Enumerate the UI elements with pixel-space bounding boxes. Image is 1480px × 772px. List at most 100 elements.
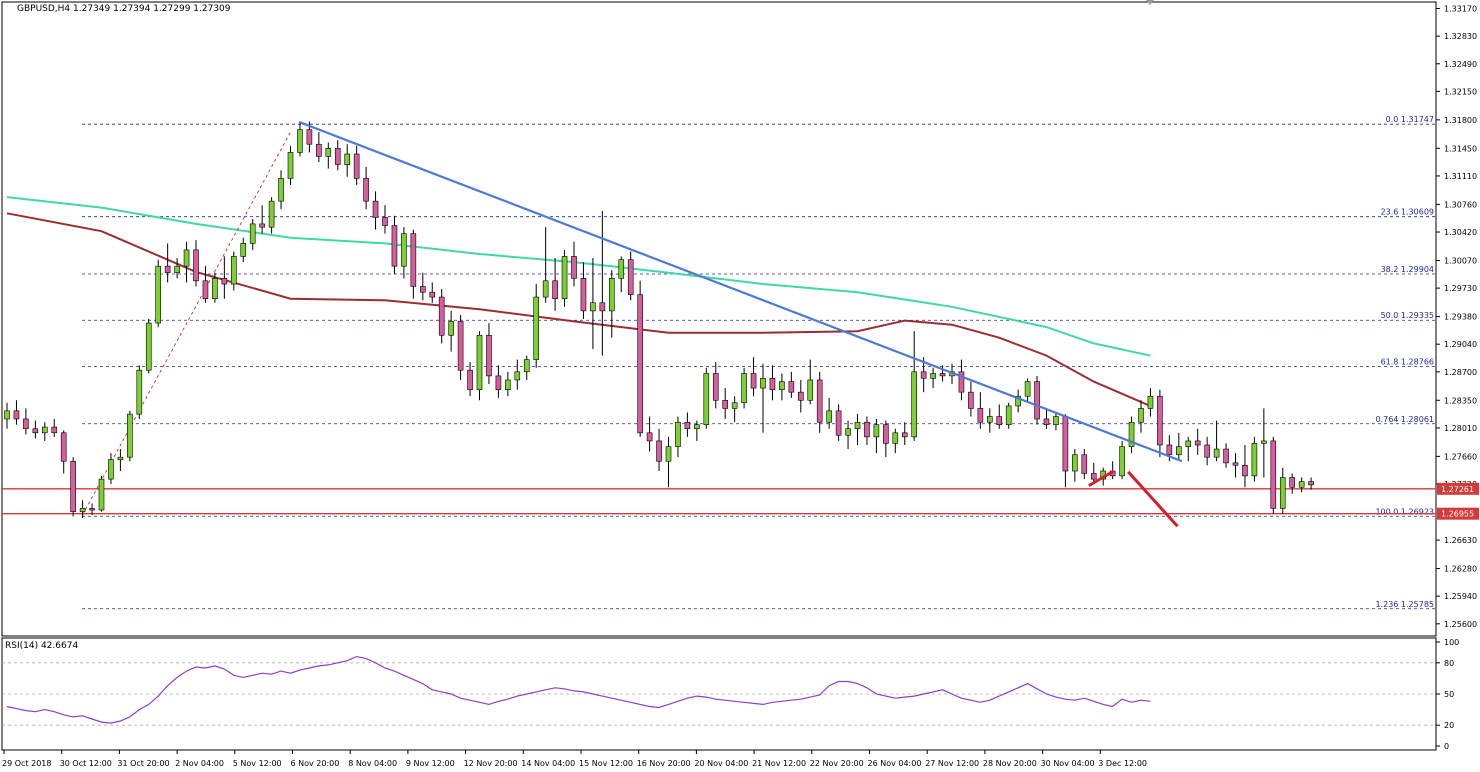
candle-body: [334, 148, 341, 165]
fib-level-label: 0.0 1.31747: [1386, 115, 1434, 124]
candle-body: [552, 280, 558, 299]
time-tick-label: 30 Nov 04:00: [1041, 759, 1095, 768]
candle-body: [13, 410, 20, 420]
bullish-candle: [845, 420, 851, 450]
bearish-candle: [51, 418, 58, 437]
bullish-candle: [401, 227, 407, 279]
rsi-panel: 100 80 50 20 0: [2, 638, 1459, 751]
trendline: [299, 121, 1183, 463]
candle-body: [382, 217, 388, 226]
candle-body: [1279, 477, 1286, 509]
candle-body: [807, 379, 814, 401]
candle-body: [268, 200, 275, 228]
candle-body: [523, 359, 530, 373]
candle-body: [835, 410, 842, 436]
bullish-candle: [826, 397, 832, 429]
bullish-candle: [911, 331, 918, 441]
bullish-candle: [240, 237, 247, 263]
bearish-candle: [1308, 477, 1314, 490]
bullish-candle: [854, 414, 861, 445]
price-tick-label: 1.31110: [1444, 172, 1477, 181]
bullish-candle: [1138, 400, 1144, 433]
bullish-candle: [703, 367, 710, 429]
candle-body: [741, 373, 747, 404]
candle-body: [51, 426, 58, 434]
bullish-candle: [523, 355, 530, 380]
bearish-candle: [438, 288, 445, 344]
bullish-candle: [892, 428, 899, 454]
bearish-candle: [1194, 428, 1201, 455]
price-tag-label: 1.26955: [1441, 510, 1474, 519]
fib-anchor-line: [82, 131, 291, 516]
bearish-candle: [1043, 408, 1050, 429]
bearish-candle: [13, 400, 20, 425]
candle-body: [854, 421, 861, 430]
candle-body: [797, 391, 804, 401]
bearish-candle: [363, 167, 369, 210]
candle-body: [1185, 440, 1192, 447]
candle-body: [429, 291, 436, 298]
bullish-candle: [1024, 378, 1031, 403]
candle-body: [486, 334, 492, 377]
candle-body: [571, 256, 577, 279]
bullish-candle: [145, 319, 152, 374]
bearish-candle: [1242, 444, 1248, 488]
bearish-candle: [788, 371, 795, 398]
price-tick-label: 1.25940: [1444, 592, 1477, 601]
candle-body: [1015, 395, 1021, 407]
time-tick-label: 21 Nov 12:00: [752, 759, 806, 768]
candle-body: [1298, 481, 1305, 488]
candle-body: [117, 456, 124, 460]
bearish-candle: [457, 314, 464, 380]
fib-level-label: 38.2 1.29904: [1381, 265, 1434, 274]
candle-body: [996, 416, 1003, 425]
forecast-up-line: [1088, 469, 1115, 487]
chevron-down-icon[interactable]: [1146, 0, 1154, 5]
bullish-candle: [98, 475, 105, 512]
rsi-header: RSI(14) 42.6674: [5, 641, 79, 651]
fib-level-label: 50.0 1.29335: [1381, 311, 1434, 320]
bullish-candle: [665, 436, 672, 488]
bearish-candle: [684, 412, 691, 437]
bullish-candle: [590, 258, 596, 350]
bullish-candle: [278, 170, 284, 210]
candle-body: [599, 302, 606, 312]
fib-level-label: 1.236 1.25785: [1375, 600, 1434, 609]
candle-body: [958, 371, 965, 393]
candle-body: [325, 148, 332, 157]
candle-body: [419, 286, 426, 293]
price-tick-label: 1.28700: [1444, 368, 1477, 377]
bearish-candle: [552, 258, 558, 311]
price-tick-label: 1.30420: [1444, 228, 1477, 237]
candle-body: [694, 424, 700, 430]
bullish-candle: [1147, 388, 1154, 417]
candle-body: [155, 265, 161, 324]
bearish-candle: [864, 416, 870, 445]
candle-body: [977, 408, 984, 423]
candles: [4, 121, 1314, 519]
bearish-candle: [164, 243, 171, 283]
candle-body: [212, 278, 218, 299]
candle-body: [920, 371, 927, 379]
bearish-candle: [571, 241, 577, 287]
candle-body: [646, 432, 653, 442]
candle-body: [684, 421, 691, 430]
time-tick-label: 31 Oct 20:00: [117, 759, 169, 768]
time-tick-label: 15 Nov 12:00: [579, 759, 633, 768]
time-tick-label: 29 Oct 2018: [2, 759, 51, 768]
bullish-candle: [694, 420, 700, 441]
bearish-candle: [958, 359, 965, 401]
bullish-candle: [297, 121, 303, 157]
candle-body: [826, 410, 832, 423]
bullish-candle: [212, 272, 218, 303]
bearish-candle: [32, 420, 39, 439]
candle-body: [892, 432, 899, 444]
time-tick-label: 9 Nov 12:00: [406, 759, 455, 768]
time-tick-label: 5 Nov 12:00: [233, 759, 282, 768]
candle-body: [79, 508, 86, 512]
candle-body: [722, 399, 729, 409]
bullish-candle: [1053, 412, 1059, 431]
bullish-candle: [533, 284, 540, 368]
candle-body: [561, 256, 568, 299]
price-tick-label: 1.30760: [1444, 200, 1477, 209]
